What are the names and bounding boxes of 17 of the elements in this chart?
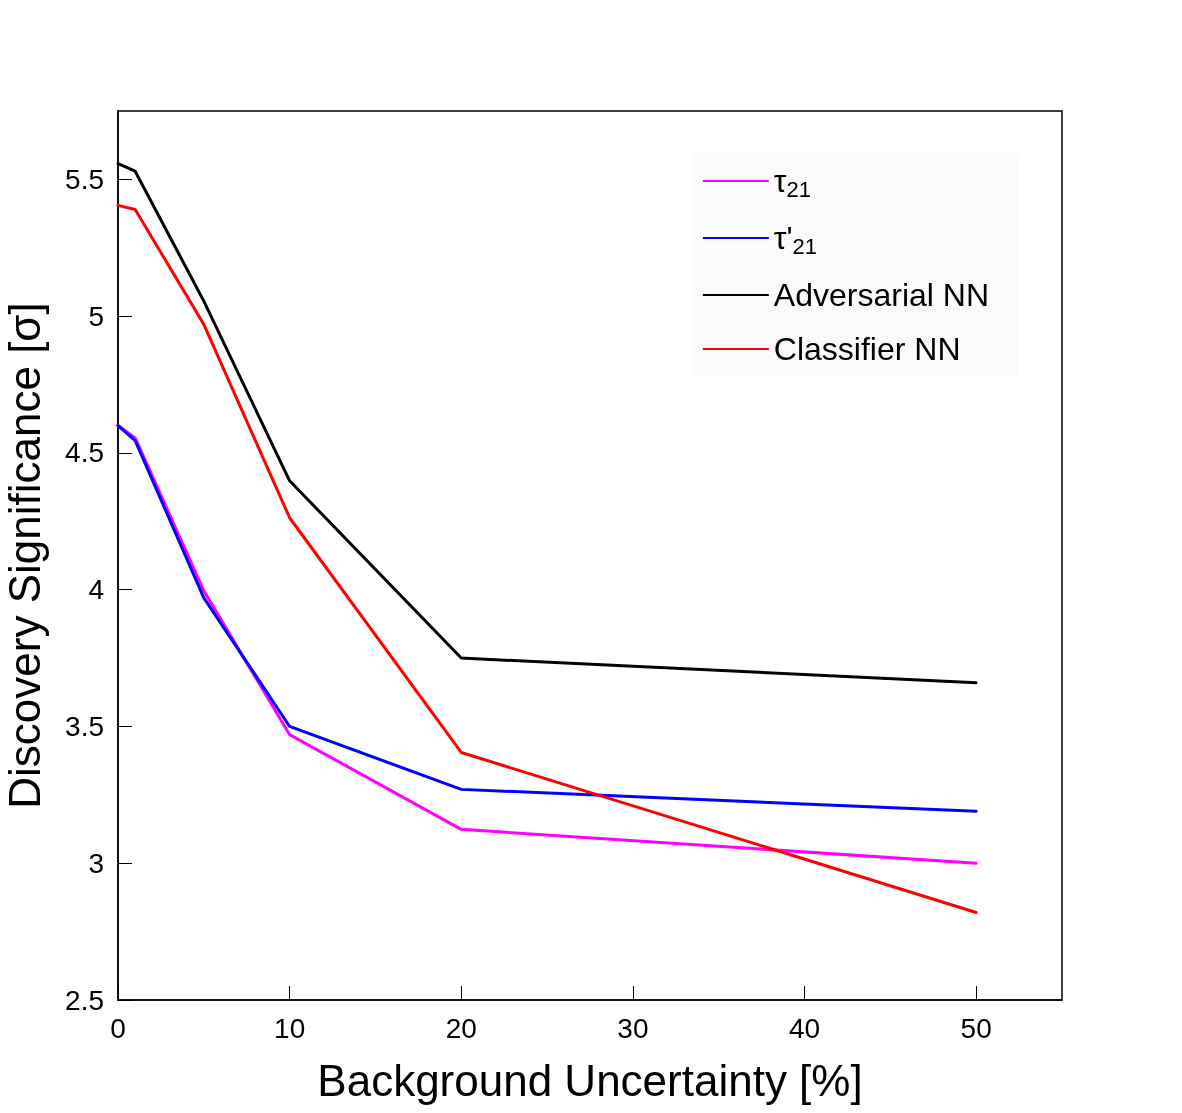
y-tick-label: 4 bbox=[88, 574, 104, 606]
y-tick-label: 3.5 bbox=[65, 710, 104, 742]
legend-label: Classifier NN bbox=[773, 331, 961, 367]
y-axis-title: Discovery Significance [σ] bbox=[0, 302, 49, 809]
y-tick-label: 2.5 bbox=[65, 984, 104, 1016]
y-tick-label: 5.5 bbox=[65, 163, 104, 195]
y-tick-label: 5 bbox=[88, 300, 104, 332]
y-tick-label: 4.5 bbox=[65, 437, 104, 469]
legend-label: Adversarial NN bbox=[773, 277, 989, 313]
x-tick-label: 30 bbox=[617, 1012, 649, 1044]
x-axis-title: Background Uncertainty [%] bbox=[317, 1055, 863, 1105]
x-tick-label: 50 bbox=[960, 1012, 992, 1044]
y-tick-label: 3 bbox=[88, 847, 104, 879]
x-tick-label: 10 bbox=[274, 1012, 306, 1044]
x-tick-label: 0 bbox=[110, 1012, 126, 1044]
x-tick-label: 20 bbox=[445, 1012, 477, 1044]
x-tick-label: 40 bbox=[788, 1012, 821, 1044]
